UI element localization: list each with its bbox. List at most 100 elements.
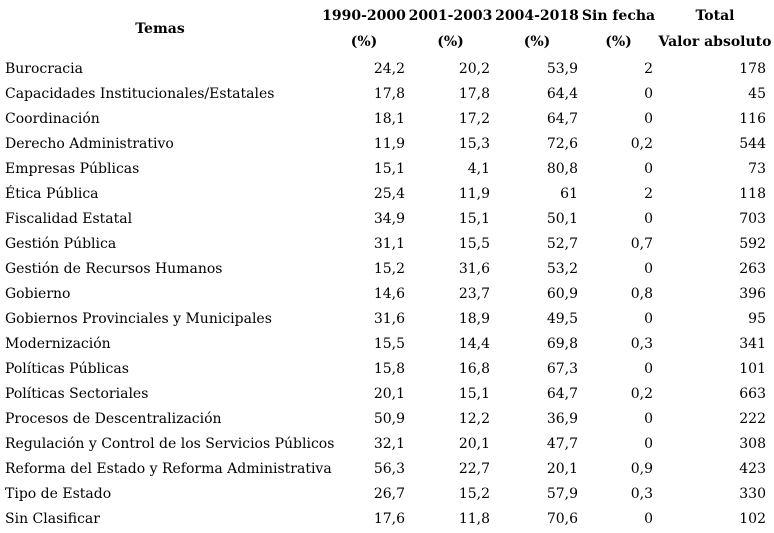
total-cell: 222 — [739, 411, 766, 427]
pct-sin-fecha-cell: 0,2 — [630, 386, 653, 402]
total-cell: 45 — [748, 86, 766, 102]
column-header-1990-2000: 1990-2000 (%) — [320, 0, 408, 57]
total-cell: 116 — [739, 111, 766, 127]
topic-cell: Gestión Pública — [5, 236, 117, 252]
pct-2001-2003-cell: 15,1 — [458, 386, 490, 402]
table-row: Políticas Públicas 15,8 16,8 67,3 0 101 — [0, 357, 774, 382]
topic-cell: Gobiernos Provinciales y Municipales — [5, 311, 272, 327]
pct-2001-2003-cell: 20,1 — [458, 436, 490, 452]
pct-2004-2018-cell: 61 — [560, 186, 578, 202]
total-cell: 341 — [739, 336, 766, 352]
column-header-total: Total Valor absoluto — [656, 0, 774, 57]
topic-cell: Capacidades Institucionales/Estatales — [5, 86, 275, 102]
topic-cell: Fiscalidad Estatal — [5, 211, 133, 227]
header-row: Temas 1990-2000 (%) 2001-2003 (%) 2004-2… — [0, 0, 774, 57]
pct-2004-2018-cell: 60,9 — [546, 286, 578, 302]
pct-2001-2003-cell: 31,6 — [458, 261, 490, 277]
pct-2004-2018-cell: 80,8 — [546, 161, 578, 177]
column-header-sublabel: (%) — [437, 34, 464, 50]
pct-sin-fecha-cell: 0 — [644, 311, 653, 327]
pct-1990-2000-cell: 31,6 — [373, 311, 405, 327]
topic-cell: Coordinación — [5, 111, 100, 127]
pct-sin-fecha-cell: 0,8 — [630, 286, 653, 302]
topic-cell: Sin Clasificar — [5, 511, 100, 527]
table-row: Procesos de Descentralización 50,9 12,2 … — [0, 407, 774, 432]
pct-2001-2003-cell: 15,5 — [458, 236, 490, 252]
pct-1990-2000-cell: 34,9 — [373, 211, 405, 227]
pct-2001-2003-cell: 15,3 — [458, 136, 490, 152]
pct-2001-2003-cell: 17,8 — [458, 86, 490, 102]
total-cell: 101 — [739, 361, 766, 377]
table-row: Políticas Sectoriales 20,1 15,1 64,7 0,2… — [0, 382, 774, 407]
total-cell: 423 — [739, 461, 766, 477]
total-cell: 73 — [748, 161, 766, 177]
column-header-label: 2004-2018 — [495, 8, 579, 24]
total-cell: 703 — [739, 211, 766, 227]
pct-sin-fecha-cell: 0,3 — [630, 486, 653, 502]
column-header-sublabel: (%) — [350, 34, 378, 50]
total-cell: 95 — [748, 311, 766, 327]
table-row: Empresas Públicas 15,1 4,1 80,8 0 73 — [0, 157, 774, 182]
column-header-sin-fecha: Sin fecha (%) — [581, 0, 656, 57]
pct-1990-2000-cell: 14,6 — [373, 286, 405, 302]
pct-2001-2003-cell: 18,9 — [458, 311, 490, 327]
table-row: Burocracia 24,2 20,2 53,9 2 178 — [0, 57, 774, 82]
table-row: Tipo de Estado 26,7 15,2 57,9 0,3 330 — [0, 482, 774, 507]
column-header-2004-2018: 2004-2018 (%) — [493, 0, 581, 57]
total-cell: 330 — [739, 486, 766, 502]
total-cell: 178 — [739, 61, 766, 77]
pct-1990-2000-cell: 56,3 — [373, 461, 405, 477]
pct-2004-2018-cell: 49,5 — [546, 311, 578, 327]
pct-1990-2000-cell: 26,7 — [373, 486, 405, 502]
pct-2001-2003-cell: 20,2 — [458, 61, 490, 77]
pct-1990-2000-cell: 15,5 — [373, 336, 405, 352]
total-cell: 263 — [739, 261, 766, 277]
pct-2004-2018-cell: 47,7 — [546, 436, 578, 452]
pct-2004-2018-cell: 57,9 — [546, 486, 578, 502]
table-row: Sin Clasificar 17,6 11,8 70,6 0 102 — [0, 507, 774, 532]
pct-2004-2018-cell: 64,7 — [546, 386, 578, 402]
table-row: Fiscalidad Estatal 34,9 15,1 50,1 0 703 — [0, 207, 774, 232]
pct-2001-2003-cell: 15,1 — [458, 211, 490, 227]
pct-2004-2018-cell: 53,9 — [546, 61, 578, 77]
table-row: Capacidades Institucionales/Estatales 17… — [0, 82, 774, 107]
total-cell: 592 — [739, 236, 766, 252]
total-cell: 663 — [739, 386, 766, 402]
column-header-label: 1990-2000 — [322, 8, 406, 24]
pct-2004-2018-cell: 69,8 — [546, 336, 578, 352]
pct-2004-2018-cell: 64,4 — [546, 86, 578, 102]
topic-cell: Modernización — [5, 336, 111, 352]
pct-sin-fecha-cell: 0 — [644, 436, 653, 452]
pct-1990-2000-cell: 31,1 — [373, 236, 405, 252]
pct-sin-fecha-cell: 0,7 — [630, 236, 653, 252]
column-header-label: Total — [695, 8, 735, 24]
table-row: Regulación y Control de los Servicios Pú… — [0, 432, 774, 457]
table-row: Ética Pública 25,4 11,9 61 2 118 — [0, 182, 774, 207]
topic-cell: Derecho Administrativo — [5, 136, 174, 152]
table-row: Reforma del Estado y Reforma Administrat… — [0, 457, 774, 482]
table-body: Burocracia 24,2 20,2 53,9 2 178 Capacida… — [0, 57, 774, 532]
pct-sin-fecha-cell: 0 — [644, 511, 653, 527]
pct-2004-2018-cell: 64,7 — [546, 111, 578, 127]
pct-2001-2003-cell: 14,4 — [458, 336, 490, 352]
pct-2001-2003-cell: 22,7 — [458, 461, 490, 477]
table-row: Gestión Pública 31,1 15,5 52,7 0,7 592 — [0, 232, 774, 257]
topic-cell: Gestión de Recursos Humanos — [5, 261, 223, 277]
total-cell: 396 — [739, 286, 766, 302]
pct-1990-2000-cell: 15,2 — [373, 261, 405, 277]
pct-sin-fecha-cell: 0 — [644, 86, 653, 102]
pct-sin-fecha-cell: 0,9 — [630, 461, 653, 477]
pct-sin-fecha-cell: 0 — [644, 411, 653, 427]
pct-1990-2000-cell: 17,8 — [373, 86, 405, 102]
column-header-2001-2003: 2001-2003 (%) — [408, 0, 493, 57]
table-row: Modernización 15,5 14,4 69,8 0,3 341 — [0, 332, 774, 357]
pct-1990-2000-cell: 11,9 — [373, 136, 405, 152]
pct-2004-2018-cell: 20,1 — [546, 461, 578, 477]
column-header-label: 2001-2003 — [408, 8, 493, 24]
column-header-label: Temas — [135, 21, 185, 37]
total-cell: 308 — [739, 436, 766, 452]
topic-cell: Regulación y Control de los Servicios Pú… — [5, 436, 335, 452]
table-header: Temas 1990-2000 (%) 2001-2003 (%) 2004-2… — [0, 0, 774, 57]
